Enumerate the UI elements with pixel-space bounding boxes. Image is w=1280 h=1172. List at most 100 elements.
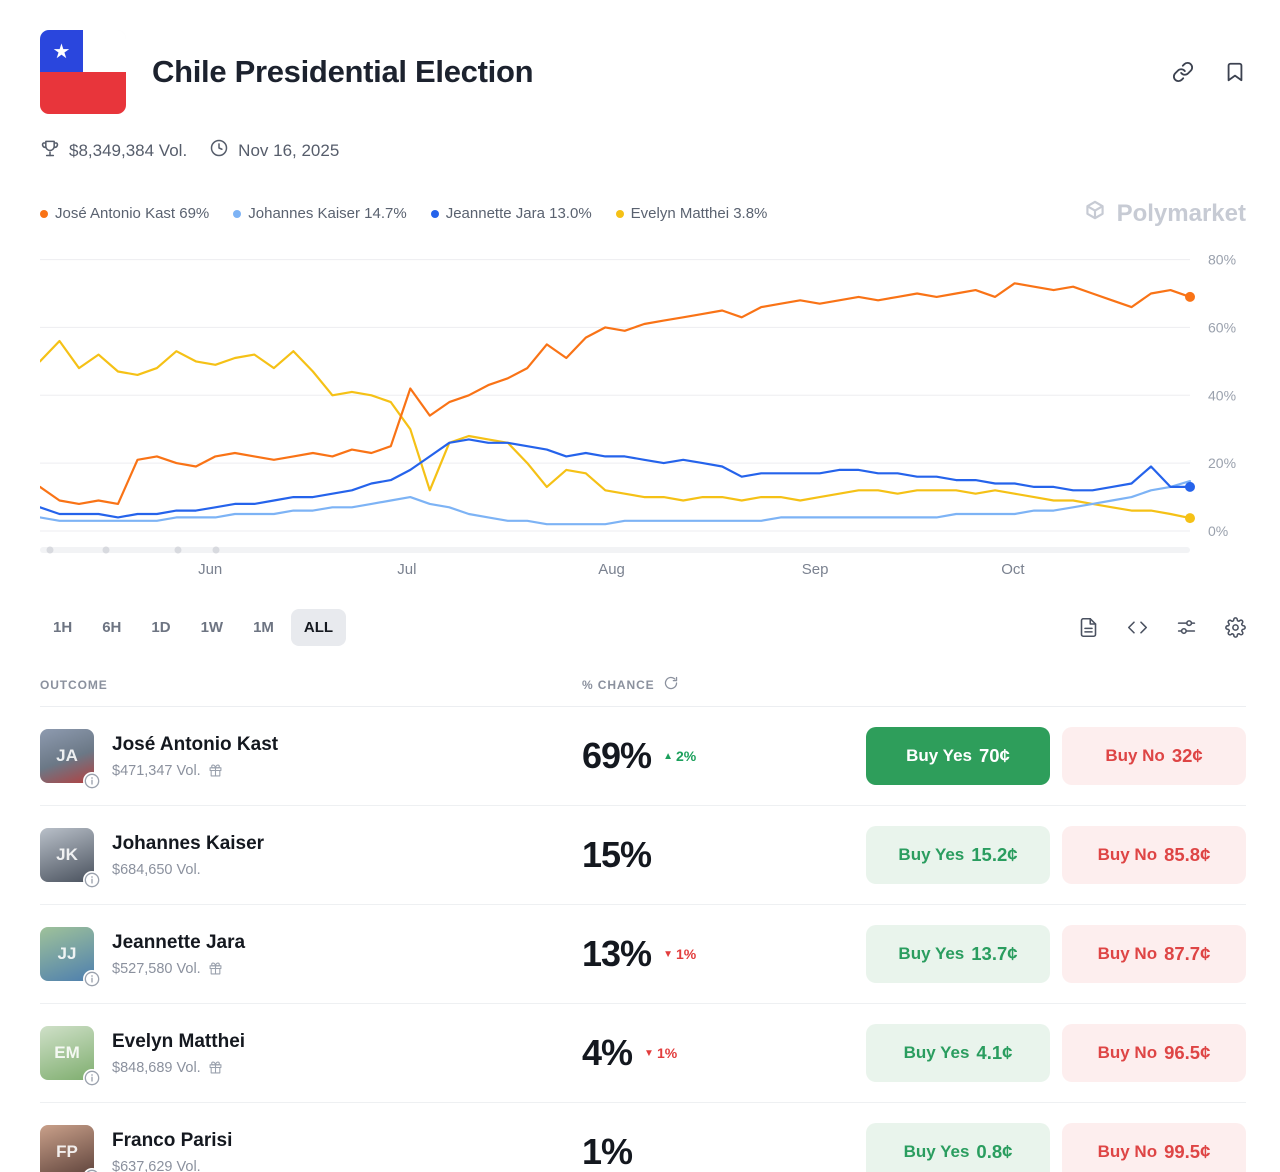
outcomes-table-header: OUTCOME % CHANCE [40,676,1246,707]
embed-code-icon[interactable] [1127,617,1148,638]
end-date: Nov 16, 2025 [238,140,340,160]
candidate-avatar: JK [40,828,101,889]
refresh-icon[interactable] [664,676,678,693]
legend-dot [40,209,48,218]
buy-no-button[interactable]: Buy No 99.5¢ [1062,1123,1246,1172]
chance-value: 69% [582,735,652,776]
chance-value: 1% [582,1131,633,1172]
legend-dot [430,209,439,218]
timeline-scrubber[interactable] [40,546,1190,554]
polymarket-logo-icon [1082,197,1108,230]
chance-value: 13% [582,933,652,974]
chance-change-up: ▲ 2% [663,748,697,764]
svg-text:60%: 60% [1208,319,1236,335]
candidate-name: Evelyn Matthei [112,1030,246,1052]
x-axis-label: Oct [1001,561,1025,578]
buy-yes-button[interactable]: Buy Yes 15.2¢ [866,826,1050,884]
outcome-row-parisi[interactable]: FP Franco Parisi $637,629 Vol. 1% Buy Ye… [40,1103,1246,1172]
svg-text:80%: 80% [1208,252,1236,268]
chile-flag-icon: ★ [40,30,126,114]
scrubber-dot [46,546,54,554]
avatar-initials: EM [54,1043,80,1062]
legend-dot [233,209,242,218]
avatar-initials: JJ [57,944,77,963]
market-stats: $8,349,384 Vol. Nov 16, 2025 [40,138,1246,163]
x-axis-label: Sep [801,561,829,578]
timeframe-selector: 1H 6H 1D 1W 1M ALL [40,609,347,646]
candidate-volume: $637,629 Vol. [112,1158,201,1172]
candidate-volume: $684,650 Vol. [112,861,201,878]
info-icon[interactable] [83,1069,101,1087]
timeframe-6h[interactable]: 6H [89,609,134,646]
candidate-avatar: FP [40,1125,101,1172]
timeframe-1m[interactable]: 1M [240,609,287,646]
buy-yes-button[interactable]: Buy Yes 13.7¢ [866,925,1050,983]
candidate-avatar: EM [40,1026,101,1087]
info-icon[interactable] [83,871,101,889]
price-chart[interactable]: 0% 20% 40% 60% 80% [40,246,1246,541]
candidate-avatar: JJ [40,927,101,988]
timeframe-1w[interactable]: 1W [188,609,237,646]
avatar-initials: FP [56,1142,78,1161]
total-volume: $8,349,384 Vol. [69,140,188,160]
news-document-icon[interactable] [1078,617,1099,638]
svg-text:0%: 0% [1208,523,1228,539]
info-icon[interactable] [83,772,101,790]
legend-item-kaiser: Johannes Kaiser 14.7% [233,205,407,222]
gift-icon [209,764,222,777]
chart-settings-sliders-icon[interactable] [1176,617,1197,638]
buy-yes-button[interactable]: Buy Yes 4.1¢ [866,1024,1050,1082]
legend-item-kast: José Antonio Kast 69% [40,205,209,222]
market-header: ★ Chile Presidential Election [40,30,1246,114]
outcome-column-header: OUTCOME [40,677,108,692]
legend-item-jara: Jeannette Jara 13.0% [430,205,592,222]
chance-change-down: ▼ 1% [663,946,697,962]
chance-value: 4% [582,1032,633,1073]
buy-no-button[interactable]: Buy No 96.5¢ [1062,1024,1246,1082]
scrubber-dot [212,546,220,554]
candidate-name: José Antonio Kast [112,733,279,755]
buy-no-button[interactable]: Buy No 85.8¢ [1062,826,1246,884]
legend-dot [615,209,624,218]
x-axis-label: Jun [198,561,223,578]
gift-icon [209,962,222,975]
chart-legend: José Antonio Kast 69% Johannes Kaiser 14… [40,205,767,222]
avatar-initials: JA [56,746,78,765]
buy-yes-button[interactable]: Buy Yes 70¢ [866,727,1050,785]
outcome-row-kast[interactable]: JA José Antonio Kast $471,347 Vol. 69% ▲… [40,707,1246,806]
buy-yes-button[interactable]: Buy Yes 0.8¢ [866,1123,1050,1172]
scrubber-dot [102,546,110,554]
bookmark-icon[interactable] [1224,61,1246,83]
x-axis-label: Jul [397,561,417,578]
candidate-name: Johannes Kaiser [112,832,265,854]
info-icon[interactable] [83,1168,101,1172]
candidate-volume: $471,347 Vol. [112,762,201,779]
info-icon[interactable] [83,970,101,988]
gift-icon [209,1061,222,1074]
clock-icon [209,138,229,163]
outcome-row-jara[interactable]: JJ Jeannette Jara $527,580 Vol. 13% ▼ 1% … [40,905,1246,1004]
candidate-name: Jeannette Jara [112,931,246,953]
gear-icon[interactable] [1225,617,1246,638]
copy-link-icon[interactable] [1172,61,1194,83]
svg-text:20%: 20% [1208,455,1236,471]
avatar-initials: JK [56,845,78,864]
timeframe-1d[interactable]: 1D [138,609,183,646]
legend-item-matthei: Evelyn Matthei 3.8% [615,205,767,222]
candidate-avatar: JA [40,729,101,790]
outcome-row-matthei[interactable]: EM Evelyn Matthei $848,689 Vol. 4% ▼ 1% B… [40,1004,1246,1103]
outcome-row-kaiser[interactable]: JK Johannes Kaiser $684,650 Vol. 15% Buy… [40,806,1246,905]
flag-star-icon: ★ [52,40,71,63]
buy-no-button[interactable]: Buy No 87.7¢ [1062,925,1246,983]
volume-trophy-icon [40,138,60,163]
chance-change-down: ▼ 1% [644,1045,678,1061]
buy-no-button[interactable]: Buy No 32¢ [1062,727,1246,785]
x-axis-label: Aug [598,561,625,578]
candidate-volume: $848,689 Vol. [112,1059,201,1076]
timeframe-all[interactable]: ALL [290,609,347,646]
chance-column-header: % CHANCE [582,677,655,692]
timeframe-1h[interactable]: 1H [40,609,85,646]
chance-value: 15% [582,834,652,875]
svg-text:40%: 40% [1208,387,1236,403]
